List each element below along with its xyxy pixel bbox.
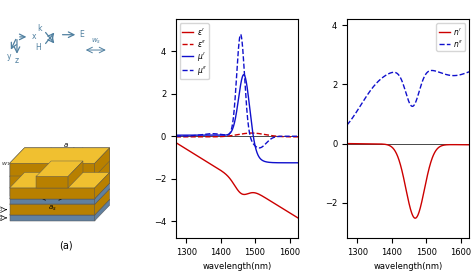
Polygon shape (95, 161, 109, 188)
Polygon shape (9, 163, 95, 176)
Polygon shape (9, 199, 95, 204)
Text: $Ag$: $Ag$ (0, 213, 3, 222)
Polygon shape (9, 161, 109, 176)
Polygon shape (68, 148, 109, 163)
Text: $w_s$: $w_s$ (91, 37, 101, 46)
Polygon shape (9, 173, 109, 188)
Polygon shape (36, 148, 51, 196)
Polygon shape (9, 215, 95, 221)
Polygon shape (9, 148, 51, 163)
Polygon shape (9, 199, 109, 215)
Polygon shape (68, 163, 95, 196)
Polygon shape (9, 163, 95, 199)
Polygon shape (9, 163, 36, 196)
Polygon shape (9, 204, 95, 215)
Text: H: H (36, 43, 41, 52)
Text: z: z (15, 57, 19, 65)
Polygon shape (95, 148, 109, 196)
Polygon shape (9, 148, 109, 163)
Polygon shape (95, 148, 109, 176)
Text: (a): (a) (59, 240, 73, 250)
Polygon shape (9, 183, 109, 199)
Polygon shape (95, 189, 109, 215)
Polygon shape (95, 199, 109, 221)
Legend: $\varepsilon'$, $\varepsilon''$, $\mu'$, $\mu''$: $\varepsilon'$, $\varepsilon''$, $\mu'$,… (180, 23, 209, 79)
Polygon shape (9, 189, 109, 204)
Polygon shape (36, 148, 83, 163)
Polygon shape (36, 161, 83, 176)
Polygon shape (36, 163, 68, 196)
Polygon shape (95, 148, 109, 199)
Polygon shape (9, 148, 109, 163)
Polygon shape (68, 148, 83, 196)
Text: E: E (79, 30, 84, 39)
Polygon shape (9, 176, 95, 188)
Text: $a_s$: $a_s$ (48, 204, 56, 213)
Text: y: y (7, 52, 12, 61)
Polygon shape (95, 183, 109, 204)
Text: $a$: $a$ (63, 141, 69, 149)
Text: k: k (37, 24, 41, 33)
X-axis label: wavelength(nm): wavelength(nm) (374, 263, 443, 271)
Polygon shape (9, 188, 95, 199)
Polygon shape (68, 161, 83, 188)
Text: x: x (32, 32, 36, 41)
X-axis label: wavelength(nm): wavelength(nm) (202, 263, 272, 271)
Text: $MgF_2$: $MgF_2$ (0, 205, 3, 214)
Polygon shape (36, 176, 68, 188)
Polygon shape (95, 173, 109, 199)
Text: $w_1$: $w_1$ (1, 160, 11, 168)
Legend: $n'$, $n''$: $n'$, $n''$ (436, 23, 465, 51)
